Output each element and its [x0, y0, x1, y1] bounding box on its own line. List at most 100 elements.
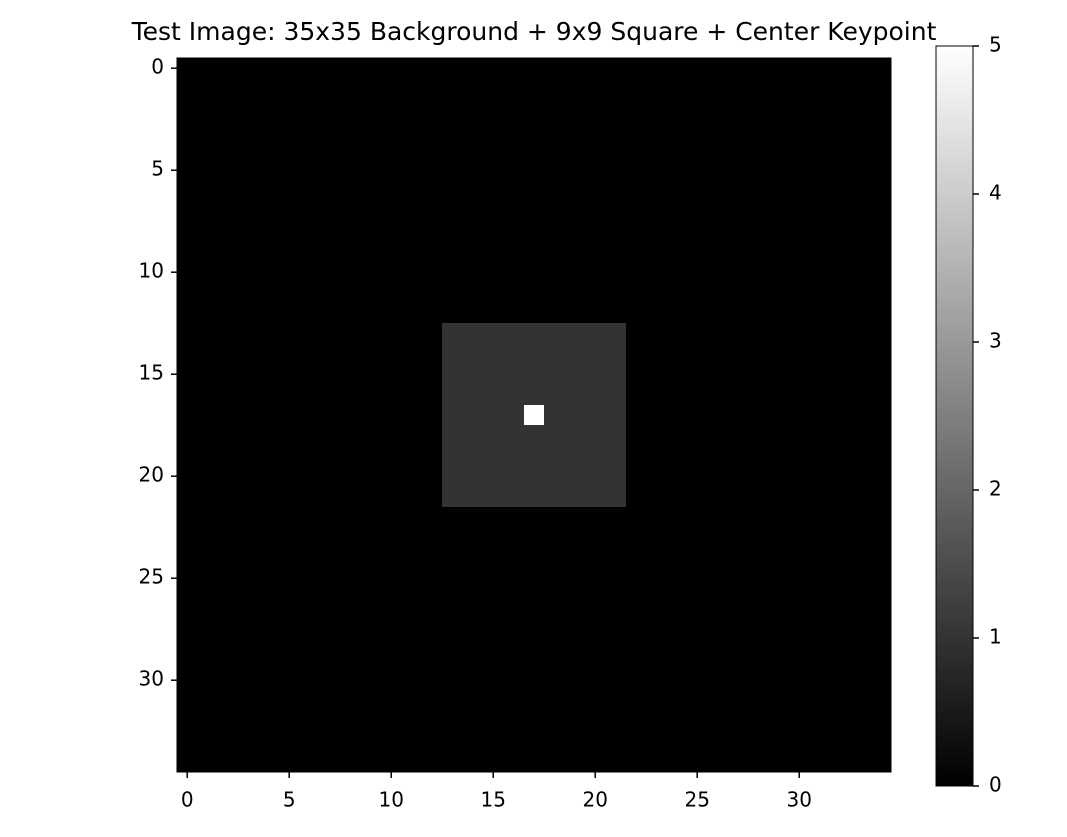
pixel: [687, 302, 708, 324]
pixel: [401, 404, 423, 426]
pixel: [809, 690, 831, 712]
pixel: [503, 384, 525, 406]
pixel: [421, 710, 443, 732]
pixel: [523, 690, 545, 712]
pixel: [421, 751, 443, 773]
pixel: [829, 364, 851, 385]
pixel: [625, 78, 647, 100]
pixel: [462, 751, 484, 773]
pixel: [625, 608, 647, 630]
pixel: [809, 445, 831, 467]
pixel: [707, 323, 729, 344]
pixel: [748, 364, 769, 385]
pixel: [768, 180, 790, 202]
pixel: [217, 364, 239, 385]
pixel: [238, 160, 259, 181]
pixel: [707, 221, 729, 242]
pixel: [319, 710, 341, 732]
pixel: [829, 445, 851, 467]
pixel: [197, 445, 219, 467]
pixel: [360, 241, 382, 263]
pixel: [523, 710, 545, 732]
pixel: [319, 588, 341, 610]
pixel: [625, 58, 647, 79]
pixel: [462, 323, 484, 344]
pixel: [177, 547, 198, 569]
pixel: [850, 180, 871, 202]
pixel: [279, 425, 300, 446]
pixel: [666, 486, 688, 508]
pixel: [870, 751, 892, 773]
pixel: [401, 608, 423, 630]
pixel: [503, 262, 525, 283]
pixel: [605, 751, 627, 773]
pixel: [360, 629, 382, 650]
pixel: [605, 98, 627, 120]
pixel: [768, 262, 790, 283]
pixel: [870, 608, 892, 630]
pixel: [381, 568, 402, 589]
pixel: [544, 282, 565, 304]
pixel: [258, 547, 280, 569]
pixel: [360, 690, 382, 712]
pixel: [850, 527, 871, 548]
pixel: [360, 221, 382, 242]
pixel: [829, 180, 851, 202]
pixel: [789, 690, 810, 712]
pixel: [707, 139, 729, 161]
pixel: [442, 302, 463, 324]
pixel: [789, 588, 810, 610]
pixel: [850, 568, 871, 589]
pixel: [605, 221, 627, 242]
pixel: [809, 160, 831, 181]
pixel: [503, 649, 525, 671]
pixel: [462, 180, 484, 202]
pixel: [258, 751, 280, 773]
pixel: [850, 506, 871, 528]
pixel: [850, 486, 871, 508]
pixel: [768, 670, 790, 691]
pixel: [381, 119, 402, 140]
pixel: [381, 282, 402, 304]
pixel: [523, 160, 545, 181]
x-tick-label: 10: [378, 788, 403, 812]
pixel: [625, 568, 647, 589]
pixel: [462, 506, 484, 528]
pixel: [381, 425, 402, 446]
pixel: [748, 241, 769, 263]
pixel: [646, 200, 667, 222]
pixel: [585, 282, 606, 304]
chart-title: Test Image: 35x35 Background + 9x9 Squar…: [131, 17, 937, 46]
pixel: [442, 200, 463, 222]
pixel: [177, 670, 198, 691]
pixel: [850, 160, 871, 181]
pixel: [381, 221, 402, 242]
pixel: [177, 731, 198, 752]
pixel: [360, 608, 382, 630]
pixel: [340, 527, 361, 548]
pixel: [421, 58, 443, 79]
pixel: [523, 98, 545, 120]
pixel: [197, 629, 219, 650]
pixel: [850, 302, 871, 324]
pixel: [870, 670, 892, 691]
pixel: [789, 445, 810, 467]
pixel: [421, 323, 443, 344]
pixel: [829, 78, 851, 100]
pixel: [625, 731, 647, 752]
pixel: [585, 649, 606, 671]
pixel: [585, 262, 606, 283]
pixel: [503, 364, 525, 385]
pixel: [789, 670, 810, 691]
pixel: [483, 323, 504, 344]
pixel: [442, 404, 463, 426]
pixel: [319, 629, 341, 650]
pixel: [462, 139, 484, 161]
pixel: [625, 180, 647, 202]
pixel: [197, 568, 219, 589]
pixel: [585, 384, 606, 406]
pixel: [870, 78, 892, 100]
pixel: [217, 629, 239, 650]
pixel: [401, 547, 423, 569]
pixel: [748, 384, 769, 406]
